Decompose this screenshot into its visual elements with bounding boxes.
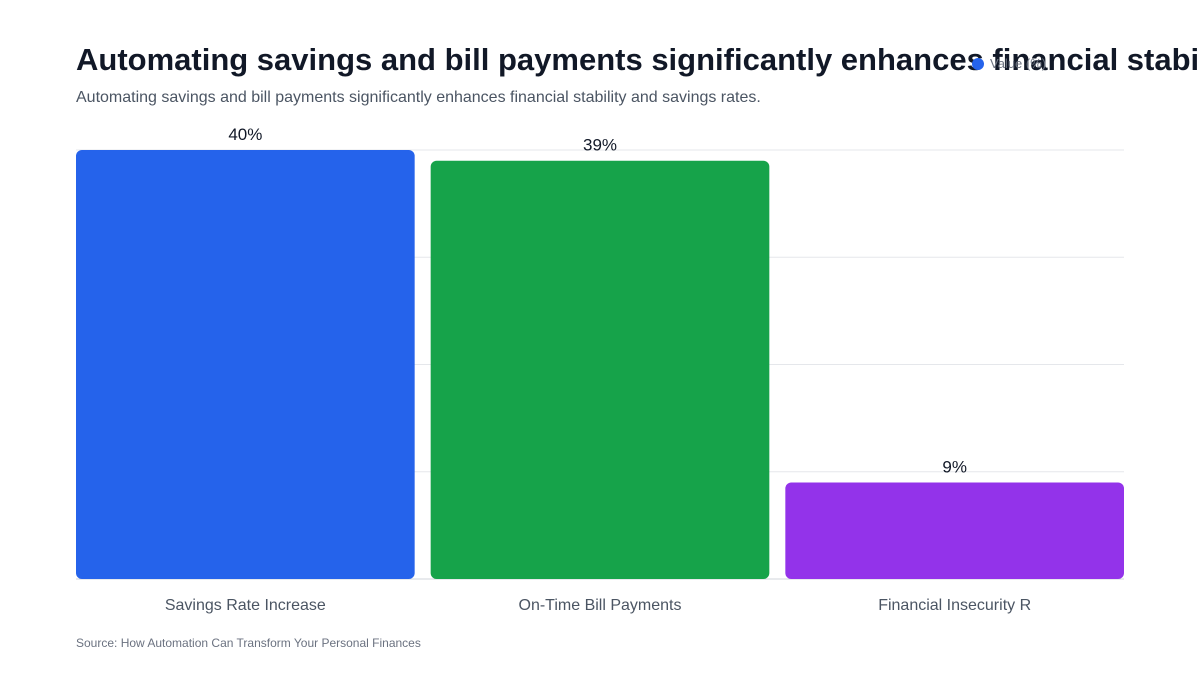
bar[interactable] [76,150,415,579]
chart-subtitle: Automating savings and bill payments sig… [76,89,761,106]
legend-label: Value (%) [990,56,1047,71]
chart-title: Automating savings and bill payments sig… [76,42,1200,77]
x-tick-label: Savings Rate Increase [165,597,326,614]
bar[interactable] [785,482,1124,579]
bar[interactable] [430,160,770,579]
legend-swatch [972,57,984,70]
data-label: 9% [942,457,967,476]
x-tick-label: On-Time Bill Payments [519,597,682,614]
data-label: 39% [583,136,617,155]
x-tick-label: Financial Insecurity R [878,597,1031,614]
x-axis-tick-labels: Savings Rate Increase On-Time Bill Paymen… [165,597,1031,614]
source-note: Source: How Automation Can Transform You… [76,636,421,650]
data-labels: 40% 39% 9% [228,125,967,476]
data-label: 40% [228,125,262,144]
bars [76,150,1124,579]
legend[interactable]: Value (%) [972,56,1046,71]
